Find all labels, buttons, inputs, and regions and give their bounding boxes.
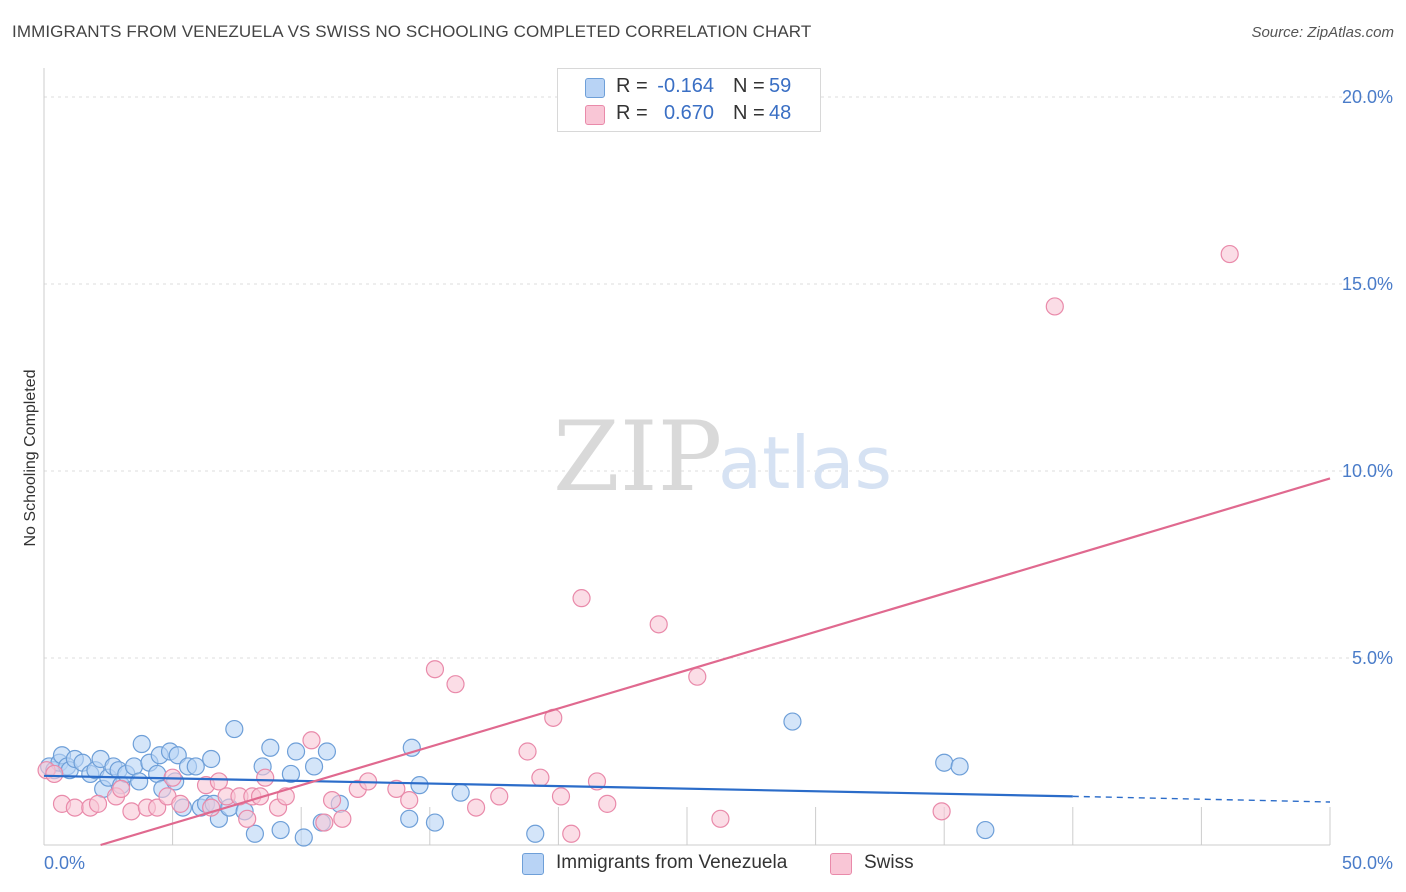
swiss-trend-line <box>100 477 1331 847</box>
venezuela-point <box>410 776 429 795</box>
venezuela-point <box>783 712 802 731</box>
swiss-point <box>209 772 228 791</box>
venezuela-point <box>281 764 301 784</box>
swiss-point <box>932 802 951 821</box>
swiss-point <box>572 589 591 608</box>
swiss-point <box>322 791 342 810</box>
legend-label-venezuela: Immigrants from Venezuela <box>556 852 788 873</box>
venezuela-point <box>271 820 290 840</box>
swiss-swatch <box>585 105 605 125</box>
swiss-point <box>387 779 406 799</box>
venezuela-point <box>286 742 306 761</box>
swiss-point <box>400 791 419 810</box>
venezuela-point <box>526 824 545 843</box>
swiss-point <box>598 794 617 813</box>
x-tick-label: 0.0% <box>44 853 85 873</box>
venezuela-point <box>400 809 419 828</box>
swiss-point <box>551 787 571 806</box>
venezuela-point <box>425 813 445 832</box>
series-legend: Immigrants from Venezuela Swiss <box>0 851 1406 879</box>
r-label: R = <box>616 75 648 97</box>
swiss-point <box>649 615 668 634</box>
swiss-point <box>490 787 509 806</box>
points-layer <box>37 244 1239 847</box>
swiss-point <box>518 742 537 761</box>
swiss-legend-swatch <box>830 853 852 875</box>
swiss-point <box>688 667 707 686</box>
source-label: Source: ZipAtlas.com <box>1251 24 1394 41</box>
y-tick-label: 5.0% <box>1352 648 1393 668</box>
stats-legend: R = -0.164 N = 59 R = 0.670 N = 48 <box>557 68 821 132</box>
swiss-point <box>466 798 486 817</box>
grid-layer <box>44 96 1390 659</box>
ticks-layer: 5.0% 10.0% 15.0% 20.0% 0.0% 50.0% <box>44 87 1393 873</box>
watermark: ZIP atlas <box>553 401 892 513</box>
venezuela-point <box>202 749 221 769</box>
swiss-point <box>238 809 257 828</box>
legend-label-swiss: Swiss <box>864 852 914 873</box>
n-value: 59 <box>769 75 792 97</box>
swiss-point <box>112 779 131 799</box>
y-axis-title: No Schooling Completed <box>22 370 39 547</box>
y-tick-label: 15.0% <box>1342 274 1393 294</box>
venezuela-point <box>245 824 265 843</box>
swiss-point <box>315 813 334 832</box>
n-label: N = <box>733 102 765 124</box>
n-value: 48 <box>769 102 792 124</box>
swiss-point <box>171 794 190 813</box>
swiss-point <box>302 731 321 750</box>
swiss-point <box>425 660 445 679</box>
venezuela-swatch <box>585 78 605 98</box>
swiss-point <box>256 768 275 787</box>
swiss-point <box>148 798 167 817</box>
r-value: 0.670 <box>663 102 714 124</box>
swiss-point <box>1045 297 1064 316</box>
swiss-point <box>587 772 607 791</box>
venezuela-point <box>317 742 337 761</box>
venezuela-point <box>304 757 324 776</box>
swiss-point <box>1220 244 1239 264</box>
venezuela-point <box>950 757 969 776</box>
y-tick-label: 10.0% <box>1342 461 1393 481</box>
swiss-point <box>531 768 550 787</box>
swiss-point <box>122 802 141 821</box>
venezuela-point <box>976 820 995 840</box>
venezuela-point <box>130 772 149 791</box>
watermark-atlas: atlas <box>718 421 892 505</box>
watermark-zip: ZIP <box>553 401 722 513</box>
y-tick-label: 20.0% <box>1342 87 1393 107</box>
venezuela-trend-line <box>43 774 1073 798</box>
venezuela-point <box>451 783 470 802</box>
swiss-point <box>88 794 108 813</box>
swiss-point <box>45 764 64 784</box>
venezuela-point <box>294 828 313 847</box>
venezuela-point <box>261 738 280 757</box>
venezuela-point <box>935 753 954 772</box>
swiss-point <box>65 798 84 817</box>
venezuela-point <box>225 719 244 739</box>
swiss-point <box>446 675 465 694</box>
n-label: N = <box>733 75 765 97</box>
swiss-point <box>711 809 730 828</box>
venezuela-trend-extension <box>1072 795 1331 803</box>
x-tick-label: 50.0% <box>1342 853 1393 873</box>
venezuela-point <box>168 746 187 765</box>
r-value: -0.164 <box>657 75 714 97</box>
chart-title: IMMIGRANTS FROM VENEZUELA VS SWISS NO SC… <box>12 22 812 41</box>
venezuela-point <box>132 734 151 754</box>
swiss-point <box>333 809 352 828</box>
venezuela-legend-swatch <box>522 853 544 875</box>
r-label: R = <box>616 102 648 124</box>
trend-layer <box>43 477 1331 847</box>
venezuela-point <box>186 757 205 776</box>
swiss-point <box>562 824 581 843</box>
